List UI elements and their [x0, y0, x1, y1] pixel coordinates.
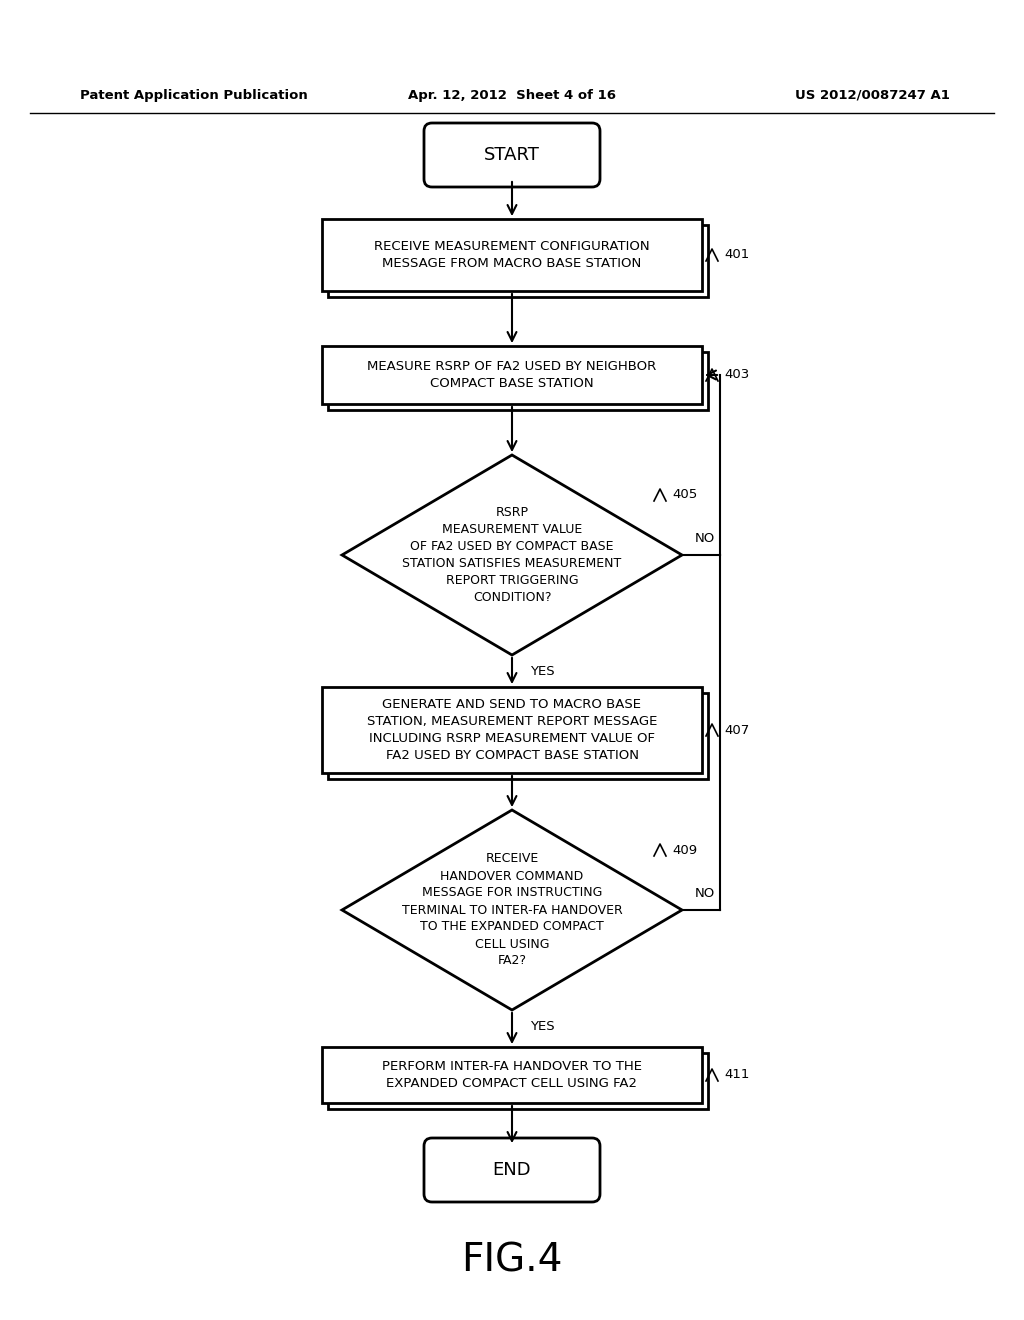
- FancyBboxPatch shape: [424, 123, 600, 187]
- Text: YES: YES: [530, 665, 555, 678]
- Text: START: START: [484, 147, 540, 164]
- Text: YES: YES: [530, 1020, 555, 1034]
- Text: FIG.4: FIG.4: [462, 1241, 562, 1279]
- Text: 409: 409: [672, 843, 697, 857]
- Bar: [322, 346, 702, 404]
- Text: RECEIVE
HANDOVER COMMAND
MESSAGE FOR INSTRUCTING
TERMINAL TO INTER-FA HANDOVER
T: RECEIVE HANDOVER COMMAND MESSAGE FOR INS…: [401, 853, 623, 968]
- Polygon shape: [342, 810, 682, 1010]
- Bar: [328, 352, 708, 411]
- Text: MEASURE RSRP OF FA2 USED BY NEIGHBOR
COMPACT BASE STATION: MEASURE RSRP OF FA2 USED BY NEIGHBOR COM…: [368, 360, 656, 389]
- Bar: [328, 693, 708, 779]
- Text: 405: 405: [672, 488, 697, 502]
- Text: PERFORM INTER-FA HANDOVER TO THE
EXPANDED COMPACT CELL USING FA2: PERFORM INTER-FA HANDOVER TO THE EXPANDE…: [382, 1060, 642, 1090]
- Bar: [328, 224, 708, 297]
- Text: RSRP
MEASUREMENT VALUE
OF FA2 USED BY COMPACT BASE
STATION SATISFIES MEASUREMENT: RSRP MEASUREMENT VALUE OF FA2 USED BY CO…: [402, 506, 622, 605]
- FancyBboxPatch shape: [424, 1138, 600, 1203]
- Text: NO: NO: [694, 887, 715, 900]
- Text: RECEIVE MEASUREMENT CONFIGURATION
MESSAGE FROM MACRO BASE STATION: RECEIVE MEASUREMENT CONFIGURATION MESSAG…: [374, 240, 650, 271]
- Bar: [322, 686, 702, 774]
- Text: 411: 411: [724, 1068, 750, 1081]
- Text: Apr. 12, 2012  Sheet 4 of 16: Apr. 12, 2012 Sheet 4 of 16: [408, 88, 616, 102]
- Text: NO: NO: [694, 532, 715, 545]
- Text: GENERATE AND SEND TO MACRO BASE
STATION, MEASUREMENT REPORT MESSAGE
INCLUDING RS: GENERATE AND SEND TO MACRO BASE STATION,…: [367, 698, 657, 762]
- Text: END: END: [493, 1162, 531, 1179]
- Bar: [328, 1053, 708, 1109]
- Text: US 2012/0087247 A1: US 2012/0087247 A1: [795, 88, 950, 102]
- Bar: [322, 219, 702, 290]
- Text: Patent Application Publication: Patent Application Publication: [80, 88, 308, 102]
- Text: 407: 407: [724, 723, 750, 737]
- Polygon shape: [342, 455, 682, 655]
- Text: 401: 401: [724, 248, 750, 261]
- Bar: [322, 1047, 702, 1104]
- Text: 403: 403: [724, 368, 750, 381]
